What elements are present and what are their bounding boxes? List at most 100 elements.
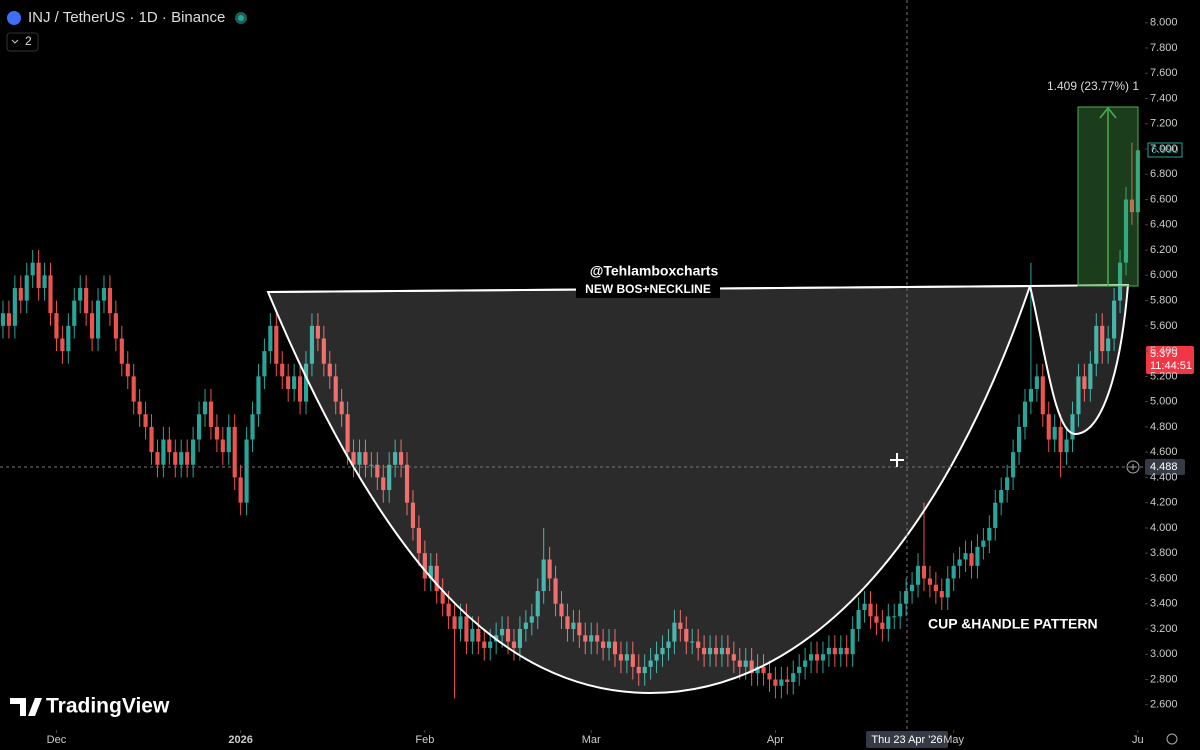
candle-body	[488, 641, 493, 648]
candle-body	[814, 654, 820, 661]
candle-body	[196, 414, 202, 440]
candle-body	[440, 591, 445, 604]
candle-body	[505, 628, 511, 642]
candle-body	[624, 654, 629, 661]
candle-body	[951, 565, 956, 579]
y-tick-label: 5.200	[1150, 370, 1178, 382]
handle-shape	[1028, 283, 1130, 436]
candle-body	[1082, 376, 1087, 389]
symbol-title[interactable]: INJ / TetherUS · 1D · Binance	[28, 9, 225, 26]
candle-body	[886, 616, 891, 629]
candle-body	[297, 376, 303, 402]
candle-body	[589, 635, 594, 642]
symbol-icon	[7, 11, 21, 25]
candle-body	[149, 426, 154, 453]
candle-body	[541, 559, 546, 592]
candle-body	[143, 414, 148, 427]
indicator-toggle[interactable]	[6, 32, 39, 52]
candle-body	[321, 338, 326, 364]
y-tick-label: 4.400	[1150, 471, 1178, 483]
candle-body	[684, 628, 689, 642]
x-tick-label: Apr	[767, 734, 784, 746]
candle-body	[707, 647, 713, 655]
candle-body	[1058, 426, 1063, 453]
candle-body	[185, 452, 190, 465]
candle-body	[500, 628, 505, 636]
candle-body	[702, 647, 707, 655]
candle-body	[696, 641, 701, 648]
candle-body	[933, 584, 938, 592]
candle-body	[428, 565, 433, 579]
candle-body	[826, 647, 831, 655]
candle-body	[458, 616, 463, 629]
watermark: TradingView	[46, 695, 170, 718]
candle-body	[856, 610, 861, 629]
candle-body	[1022, 401, 1028, 427]
candle-body	[315, 325, 320, 339]
candle-body	[84, 287, 89, 314]
candle-body	[963, 553, 968, 560]
candle-body	[571, 622, 576, 629]
candle-body	[161, 439, 166, 465]
candle-body	[880, 622, 885, 629]
candle-body	[862, 603, 867, 611]
neckline-label: NEW BOS+NECKLINE	[585, 282, 711, 296]
candle-body	[167, 439, 172, 453]
candle-body	[286, 376, 291, 389]
candle-body	[66, 325, 71, 352]
candle-body	[6, 313, 11, 326]
candle-body	[1076, 376, 1081, 415]
candle-body	[24, 275, 29, 301]
y-tick-label: 3.600	[1150, 572, 1178, 584]
candle-body	[268, 325, 273, 352]
candle-body	[238, 477, 243, 503]
candle-body	[909, 584, 915, 592]
candle-body	[1094, 325, 1099, 364]
candle-body	[303, 363, 309, 402]
candle-body	[155, 452, 160, 465]
candle-body	[107, 287, 113, 314]
candle-body	[72, 300, 77, 326]
measure-label: 1.409 (23.77%) 1	[1047, 79, 1139, 93]
candle-body	[292, 376, 297, 389]
candle-body	[844, 647, 849, 655]
candle-body	[1070, 414, 1075, 440]
y-tick-label: 2.800	[1150, 673, 1178, 685]
add-alert[interactable]	[1126, 460, 1140, 474]
high-tag: 6.990	[1151, 144, 1179, 156]
candle-body	[743, 660, 748, 667]
candle-body	[125, 363, 130, 377]
candle-body	[927, 578, 932, 585]
x-tick-label: Ju	[1132, 734, 1144, 746]
candle-body	[868, 603, 873, 617]
candle-body	[363, 452, 368, 465]
candle-body	[678, 622, 683, 629]
candle-body	[666, 641, 671, 648]
candle-body	[446, 603, 451, 617]
candle-body	[1028, 388, 1033, 402]
candle-body	[511, 641, 517, 648]
candle-body	[95, 300, 101, 339]
candle-body	[648, 660, 653, 667]
candle-body	[630, 654, 635, 667]
last-price: 5.379	[1150, 348, 1178, 360]
candle-body	[820, 654, 826, 661]
chevron	[11, 39, 19, 44]
y-tick-label: 5.400	[1150, 345, 1178, 357]
candle-body	[327, 363, 332, 377]
candle-body	[191, 439, 196, 465]
y-tick-label: 7.600	[1150, 67, 1178, 79]
candle-body	[660, 647, 665, 655]
settings-icon[interactable]	[1166, 733, 1178, 745]
candle-body	[921, 565, 927, 579]
candle-body	[904, 591, 909, 604]
y-tick-label: 7.200	[1150, 118, 1178, 130]
candle-body	[791, 673, 796, 683]
crosshair-date: Thu 23 Apr '26	[871, 734, 942, 746]
candle-body	[993, 502, 998, 528]
candle-body	[898, 603, 903, 617]
y-tick-label: 7.000	[1150, 143, 1178, 155]
